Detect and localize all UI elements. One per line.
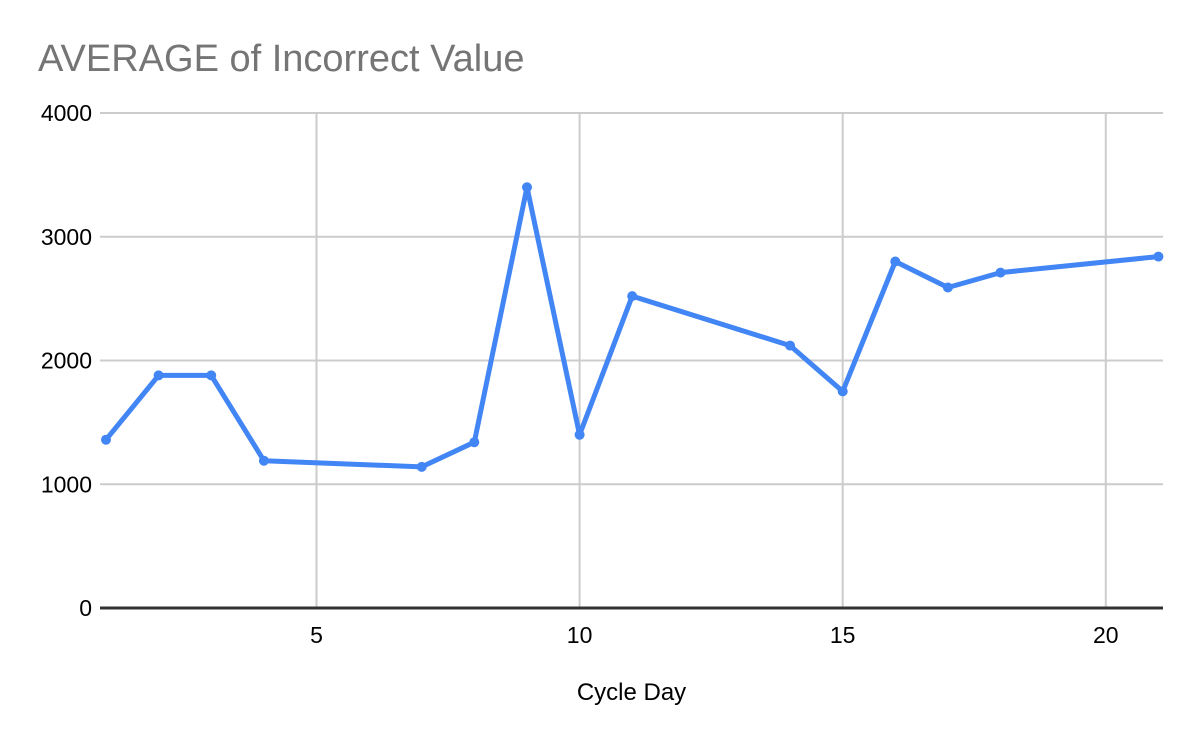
data-point — [206, 370, 217, 381]
data-point — [627, 291, 638, 302]
data-point — [416, 461, 427, 472]
x-tick-label: 20 — [1093, 622, 1119, 648]
x-tick-label: 5 — [310, 622, 323, 648]
data-line — [103, 184, 1161, 470]
y-tick-label: 3000 — [41, 224, 92, 250]
data-point — [258, 455, 269, 466]
x-axis-title: Cycle Day — [577, 679, 686, 706]
data-point — [153, 370, 164, 381]
x-tick-label: 15 — [830, 622, 856, 648]
x-tick-label: 10 — [567, 622, 593, 648]
data-point — [785, 340, 796, 351]
data-point — [837, 386, 848, 397]
chart-title: AVERAGE of Incorrect Value — [38, 38, 525, 80]
y-tick-label: 0 — [79, 595, 92, 621]
y-tick-label: 1000 — [41, 471, 92, 497]
data-point — [522, 182, 532, 193]
data-point — [469, 437, 480, 448]
y-tick-label: 4000 — [41, 100, 92, 126]
data-point — [574, 429, 585, 440]
data-point — [101, 434, 111, 445]
data-point — [995, 267, 1006, 278]
y-tick-label: 2000 — [41, 348, 92, 374]
data-point — [890, 256, 901, 267]
data-point — [1153, 251, 1164, 262]
data-point — [942, 282, 953, 293]
